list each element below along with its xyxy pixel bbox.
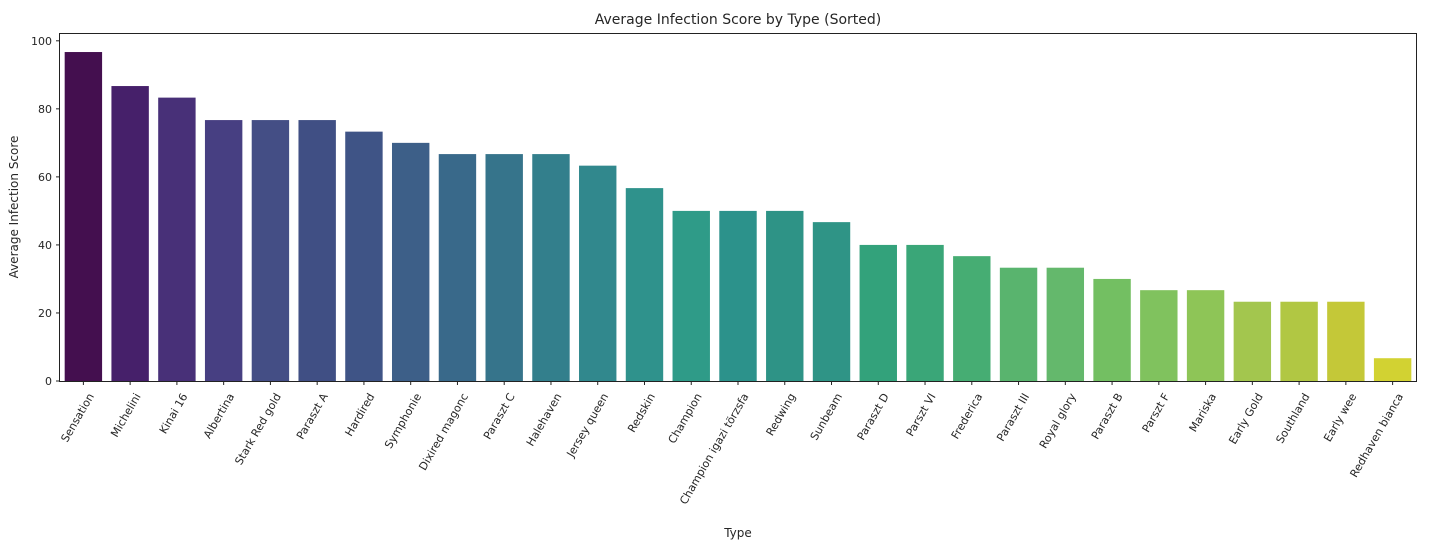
x-tick-label-5: Paraszt A — [294, 391, 331, 442]
x-tick-label-19: Frederica — [949, 391, 986, 441]
x-tick-label-3: Albertina — [201, 391, 237, 441]
x-tick-label-17: Paraszt D — [855, 391, 892, 442]
x-tick-label-20: Paraszt III — [994, 391, 1032, 444]
bar-14 — [719, 210, 757, 381]
x-tick-label-11: Jersey queen — [564, 391, 612, 460]
y-tick-label-4: 80 — [38, 103, 52, 116]
bar-18 — [906, 244, 944, 381]
bar-8 — [438, 154, 477, 381]
bar-19 — [953, 256, 991, 381]
bar-5 — [298, 120, 336, 381]
bar-0 — [64, 52, 103, 381]
x-tick-label-9: Paraszt C — [481, 391, 518, 442]
bars-layer — [64, 52, 1412, 382]
y-tick-label-0: 0 — [45, 375, 52, 388]
bar-28 — [1373, 358, 1412, 381]
x-tick-label-2: Kinai 16 — [157, 391, 191, 436]
x-tick-label-23: Parszt F — [1140, 391, 1173, 435]
y-tick-label-5: 100 — [31, 35, 52, 48]
x-tick-label-6: Hardired — [342, 391, 377, 439]
x-tick-label-27: Early wee — [1321, 391, 1359, 444]
x-tick-label-12: Redskin — [625, 391, 658, 435]
x-tick-label-28: Redhaven bianca — [1347, 391, 1406, 480]
bar-26 — [1280, 301, 1318, 381]
x-tick-label-21: Royal glory — [1037, 391, 1079, 451]
x-tick-label-15: Redwing — [764, 391, 799, 438]
x-ticks: Sensation Michelini Kinai 16 AlbertinaStark… — [59, 381, 1406, 507]
bar-9 — [485, 154, 523, 381]
x-tick-label-7: Symphonie — [382, 391, 424, 451]
bar-6 — [345, 131, 383, 381]
y-axis-label: Average Infection Score — [7, 136, 21, 279]
x-tick-label-25: Early Gold — [1226, 391, 1266, 446]
bar-17 — [859, 244, 897, 381]
bar-7 — [391, 142, 430, 381]
bar-11 — [579, 165, 617, 381]
x-tick-label-1: Michelini — [108, 391, 144, 439]
x-axis-label: Type — [723, 526, 752, 540]
x-tick-label-24: Mariska — [1187, 391, 1219, 434]
x-tick-label-26: Southland — [1274, 391, 1313, 446]
bar-22 — [1093, 278, 1131, 381]
y-tick-label-3: 60 — [38, 171, 52, 184]
bar-15 — [766, 210, 804, 381]
bar-10 — [532, 154, 570, 381]
bar-16 — [812, 222, 851, 381]
x-tick-label-0: Sensation — [59, 391, 97, 445]
x-tick-label-16: Sunbeam — [808, 391, 845, 443]
x-tick-label-8: Dixired magonc — [416, 391, 471, 473]
bar-24 — [1186, 290, 1225, 381]
bar-2 — [158, 97, 196, 382]
y-tick-label-1: 20 — [38, 307, 52, 320]
y-ticks: 0 20 40 60 80 100 — [31, 35, 60, 388]
x-tick-label-4: Stark Red gold — [232, 391, 284, 467]
chart-title: Average Infection Score by Type (Sorted) — [595, 12, 881, 28]
x-tick-label-13: Champion — [666, 391, 705, 446]
bar-25 — [1233, 301, 1272, 381]
bar-27 — [1327, 301, 1365, 381]
bar-12 — [625, 188, 664, 381]
bar-21 — [1046, 267, 1085, 381]
x-tick-label-18: Parszt VI — [904, 391, 939, 439]
y-tick-label-2: 40 — [38, 239, 52, 252]
bar-4 — [251, 120, 290, 381]
x-tick-label-22: Paraszt B — [1089, 391, 1126, 442]
bar-3 — [204, 120, 243, 381]
bar-23 — [1140, 290, 1178, 381]
bar-20 — [999, 267, 1038, 381]
bar-1 — [111, 86, 149, 382]
x-tick-label-10: Halehaven — [524, 391, 565, 448]
bar-13 — [672, 210, 710, 381]
